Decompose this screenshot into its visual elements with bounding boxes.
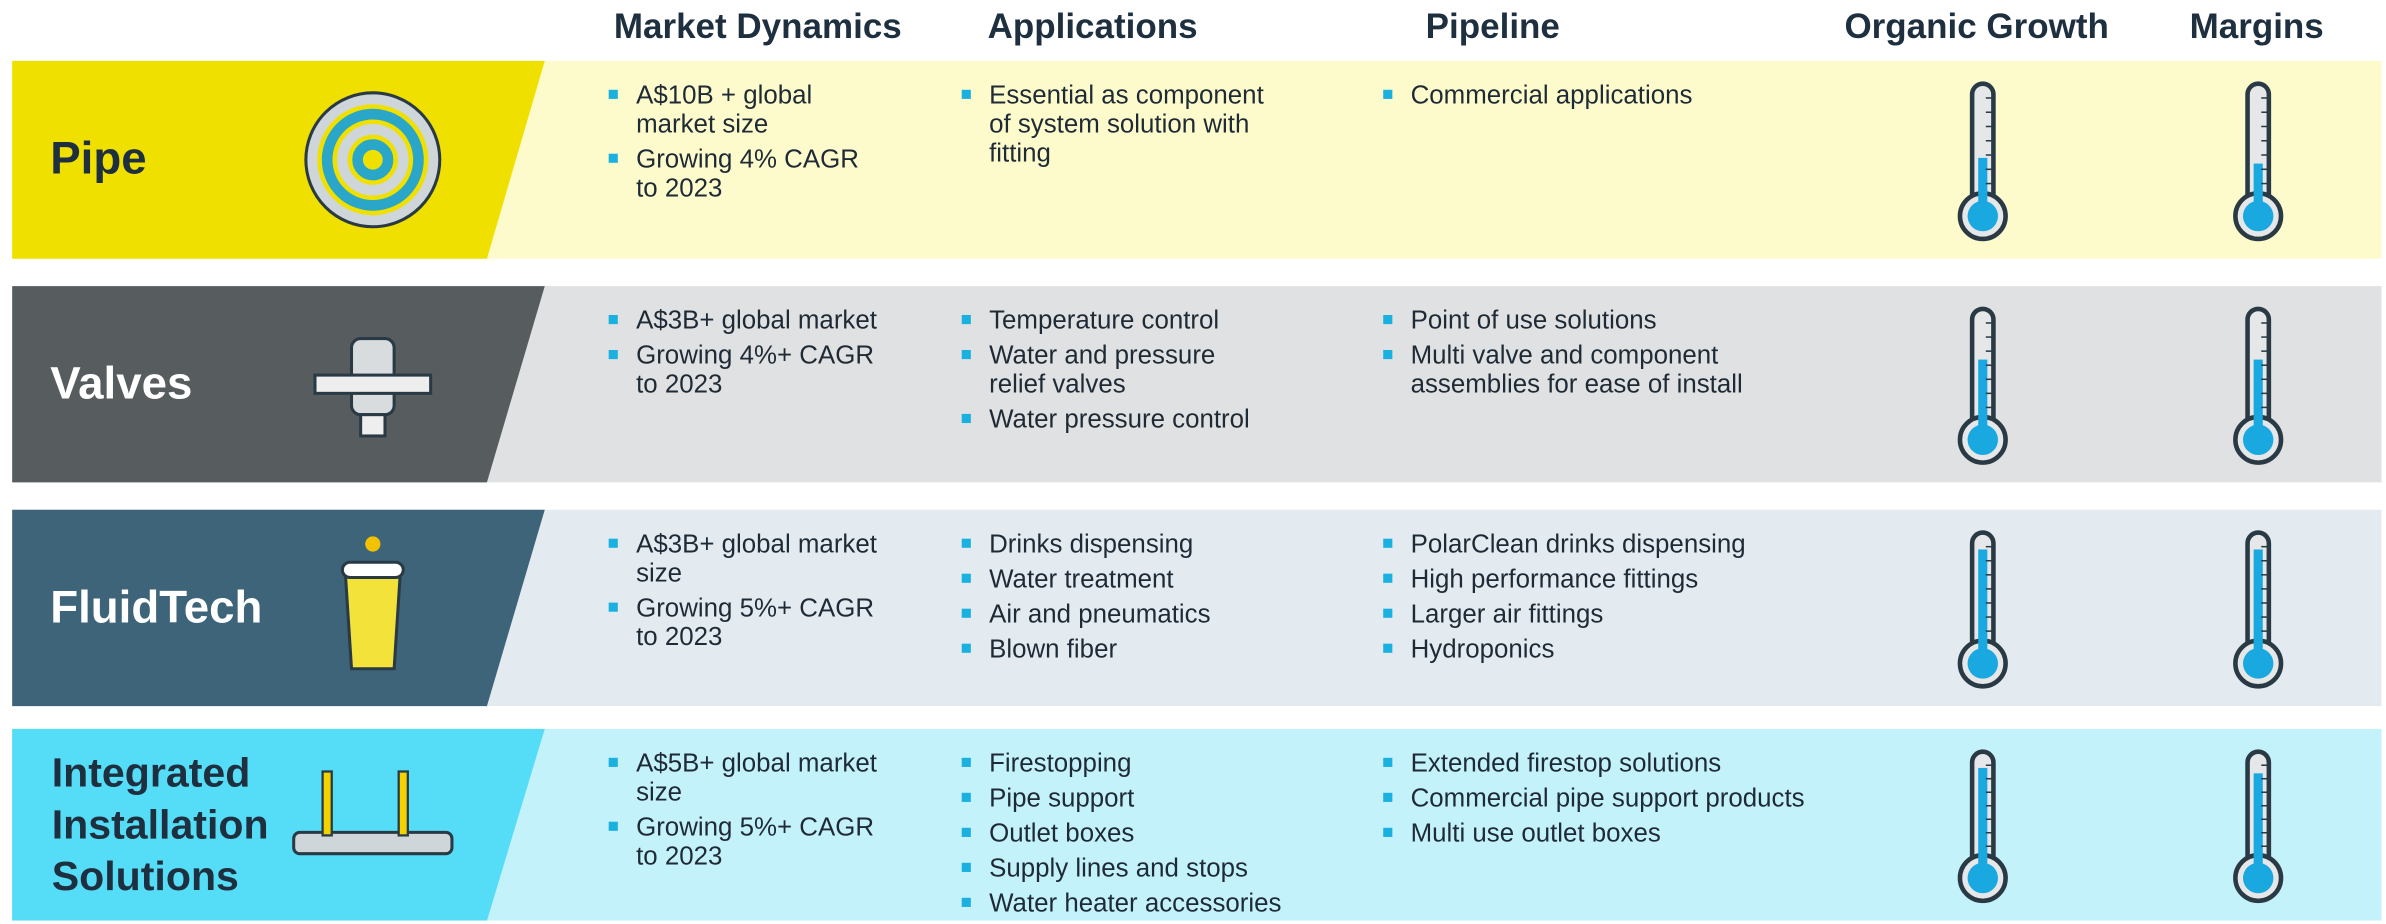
thermometer: [2233, 306, 2284, 465]
icon-part: [359, 413, 387, 438]
thermo-bulb-fill: [1967, 200, 1998, 232]
bullet-item: Larger air fittings: [1383, 600, 1745, 628]
bullet-item: Extended firestop solutions: [1383, 749, 1804, 778]
bullet-column: Firestopping Pipe support Outlet boxes Supp…: [961, 749, 1282, 924]
thermo-level: [2253, 773, 2263, 879]
icon-part: [313, 373, 433, 395]
icon-part: [343, 572, 402, 671]
bullet-item: Water heater accessories: [961, 889, 1281, 918]
thermometer: [1957, 306, 2008, 465]
thermo-level: [1978, 767, 1988, 879]
row-label: Pipe: [50, 133, 147, 185]
column-header: Margins: [2189, 6, 2324, 46]
row-label-panel: [12, 286, 545, 483]
bullet-item: High performance fittings: [1383, 565, 1745, 593]
icon-part: [352, 139, 394, 181]
icon-part: [365, 536, 381, 552]
column-header: Market Dynamics: [613, 6, 902, 46]
thermometer: [2233, 81, 2284, 242]
thermo-level: [1978, 157, 1988, 217]
thermo-bulb-fill: [2242, 200, 2274, 232]
icon-part: [321, 770, 333, 837]
bullet-item: Essential as component of system solutio…: [961, 81, 1264, 168]
thermo-bulb-fill: [1967, 424, 1998, 455]
thermometer: [1957, 749, 2008, 904]
bullet-item: Pipe support: [961, 784, 1282, 813]
thermometer: [2233, 530, 2284, 689]
bullet-item: Point of use solutions: [1383, 306, 1743, 335]
bullet-item: Air and pneumatics: [961, 600, 1211, 628]
bullet-column: Essential as component of system solutio…: [961, 81, 1264, 174]
bullet-item: Water treatment: [961, 565, 1211, 593]
bullet-item: Multi use outlet boxes: [1383, 819, 1804, 848]
row-icon: [292, 770, 454, 856]
thermo-level: [1978, 549, 1988, 664]
bullet-item: Multi valve and component assemblies for…: [1383, 341, 1743, 399]
bullet-item: Commercial applications: [1383, 81, 1692, 110]
thermo-level: [2253, 549, 2263, 664]
row-label: Valves: [50, 358, 193, 409]
row-label-panel: [12, 728, 545, 921]
thermometer: [1957, 530, 2008, 689]
bullet-item: A$5B+ global market size: [608, 749, 877, 807]
icon-part: [321, 108, 424, 211]
icon-part: [340, 560, 405, 580]
bullet-item: Temperature control: [961, 306, 1250, 335]
bullet-item: Commercial pipe support products: [1383, 784, 1805, 813]
bullet-item: Growing 5%+ CAGR to 2023: [608, 593, 877, 651]
icon-part: [292, 830, 454, 856]
thermo-bulb-fill: [2242, 862, 2274, 894]
bullet-item: A$3B+ global market size: [608, 530, 877, 587]
bullet-item: Growing 5%+ CAGR to 2023: [608, 813, 877, 870]
bullet-column: A$3B+ global market size Growing 5%+ CAGR…: [608, 530, 877, 658]
row-icon: [304, 91, 442, 229]
column-header: Pipeline: [1425, 6, 1560, 46]
bullet-item: Blown fiber: [961, 635, 1211, 663]
bullet-item: PolarClean drinks dispensing: [1383, 530, 1746, 558]
bullet-item: A$3B+ global market: [608, 306, 877, 335]
row-icon: [313, 337, 433, 438]
bullet-item: Growing 4%+ CAGR to 2023: [608, 341, 877, 399]
thermo-bulb-fill: [2242, 648, 2274, 679]
thermometer: [2233, 749, 2284, 904]
bullet-column: PolarClean drinks dispensing High perform…: [1383, 530, 1746, 670]
thermo-bulb-fill: [2242, 424, 2274, 455]
bullet-item: A$10B + global market size: [608, 81, 859, 138]
row-icon: [340, 536, 405, 671]
column-header: Applications: [987, 6, 1198, 46]
thermo-level: [2253, 359, 2263, 440]
bullet-item: Growing 4% CAGR to 2023: [608, 145, 859, 203]
column-header: Organic Growth: [1844, 6, 2109, 46]
thermo-level: [2253, 163, 2263, 217]
row-label: Integrated Installation Solutions: [51, 750, 269, 900]
row-label-panel: [12, 509, 545, 707]
thermo-bulb-fill: [1967, 648, 1998, 679]
bullet-item: Water and pressure relief valves: [961, 341, 1250, 399]
bullet-column: Temperature control Water and pressure re…: [961, 306, 1250, 440]
bullet-column: Point of use solutions Multi valve and co…: [1383, 306, 1743, 405]
icon-part: [304, 91, 442, 229]
thermo-bulb-fill: [1967, 862, 1998, 894]
row-label: FluidTech: [50, 582, 263, 633]
bullet-column: Extended firestop solutions Commercial pi…: [1383, 749, 1805, 854]
bullet-item: Drinks dispensing: [961, 530, 1211, 558]
bullet-item: Supply lines and stops: [961, 854, 1282, 883]
bullet-item: Outlet boxes: [961, 819, 1282, 848]
thermo-level: [1978, 359, 1988, 440]
bullet-item: Firestopping: [961, 749, 1282, 778]
icon-part: [337, 124, 409, 196]
bullet-item: Hydroponics: [1383, 635, 1745, 663]
bullet-column: Drinks dispensing Water treatment Air and …: [961, 530, 1211, 670]
thermometer: [1957, 81, 2008, 242]
icon-part: [306, 93, 440, 226]
bullet-column: A$5B+ global market size Growing 5%+ CAGR…: [608, 749, 877, 877]
icon-part: [397, 770, 409, 837]
bullet-column: A$3B+ global market Growing 4%+ CAGR to 2…: [608, 306, 877, 405]
bullet-column: A$10B + global market size Growing 4% CAG…: [608, 81, 859, 209]
bullet-item: Water pressure control: [961, 405, 1250, 434]
bullet-column: Commercial applications: [1383, 81, 1692, 116]
